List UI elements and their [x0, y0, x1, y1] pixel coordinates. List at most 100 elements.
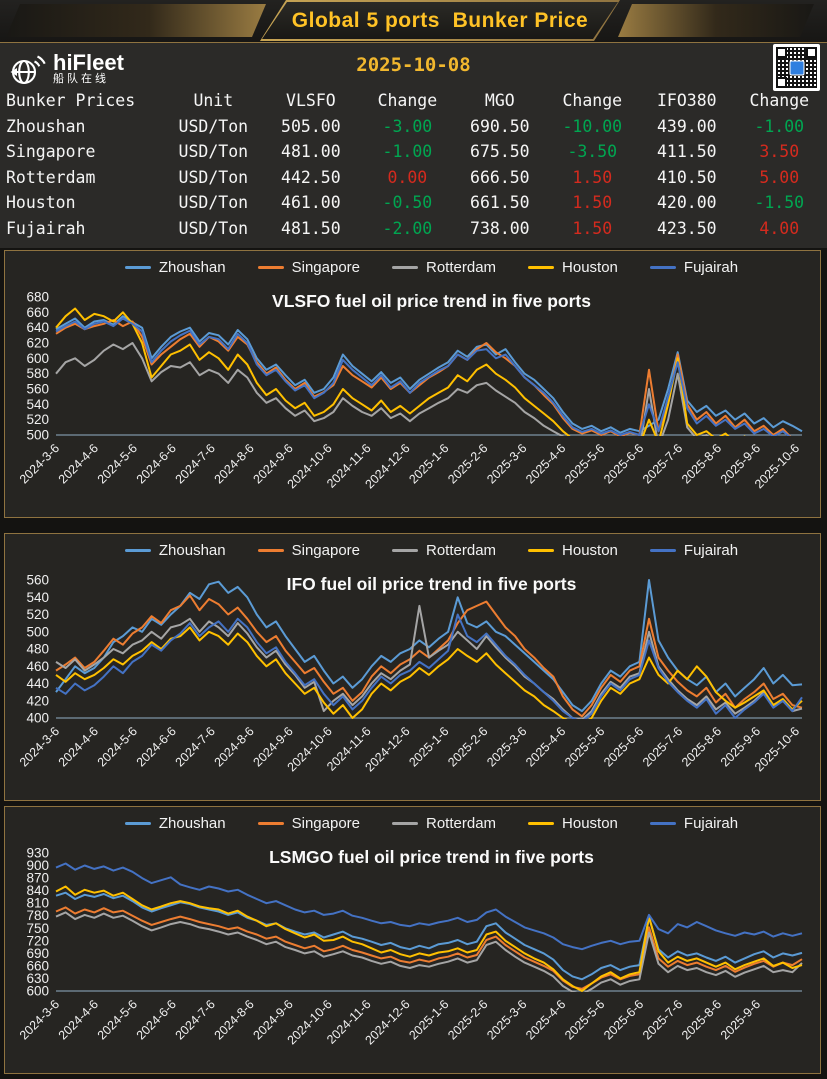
x-axis-tick-label: 2025-1-6 — [406, 997, 451, 1042]
legend-item-zhoushan: Zhoushan — [124, 259, 226, 276]
series-line-houston — [55, 626, 803, 719]
ifo-chart-title: IFO fuel oil price trend in five ports — [286, 574, 577, 594]
legend-item-rotterdam: Rotterdam — [392, 259, 496, 276]
price-value: USD/Ton — [178, 218, 249, 238]
legend-item-singapore: Singapore — [257, 815, 360, 832]
price-value: 738.00 — [470, 218, 530, 238]
legend-item-fujairah: Fujairah — [649, 815, 739, 832]
qr-finder-bottom-left — [776, 77, 787, 88]
x-axis-tick-label: 2024-7-6 — [173, 441, 218, 486]
x-axis-tick-label: 2024-6-6 — [134, 441, 179, 486]
legend-item-fujairah: Fujairah — [649, 259, 739, 276]
y-axis-tick-label: 630 — [26, 971, 49, 986]
y-axis-tick-label: 400 — [26, 711, 49, 726]
change-value: -0.50 — [382, 193, 433, 213]
price-value: USD/Ton — [178, 193, 249, 213]
legend-swatch — [257, 265, 284, 270]
column-header: Bunker Prices — [6, 91, 136, 111]
change-value: -1.00 — [382, 142, 433, 162]
x-axis-tick-label: 2024-5-6 — [95, 997, 140, 1042]
column-header: MGO — [484, 91, 515, 111]
change-value: -3.00 — [382, 116, 433, 136]
legend-label: Fujairah — [683, 542, 739, 559]
table-row: Singapore USD/Ton 481.00 -1.00 675.50 -3.50 41… — [4, 139, 823, 165]
ifo-chart-panel: Zhoushan Singapore Rotterdam Houston Fujaira… — [4, 533, 821, 801]
y-axis-tick-label: 780 — [26, 908, 49, 923]
x-axis-tick-label: 2025-7-6 — [640, 997, 685, 1042]
legend-item-fujairah: Fujairah — [649, 542, 739, 559]
column-header: Change — [377, 91, 438, 111]
y-axis-tick-label: 420 — [26, 693, 49, 708]
header-banner: Global 5 ports Bunker Price — [0, 0, 827, 43]
x-axis-tick-label: 2024-4-6 — [56, 441, 101, 486]
x-axis-tick-label: 2025-3-6 — [484, 441, 529, 486]
x-axis-tick-label: 2025-3-6 — [484, 997, 529, 1042]
legend-label: Singapore — [291, 259, 360, 276]
x-axis-tick-label: 2024-4-6 — [56, 724, 101, 769]
y-axis-tick-label: 900 — [26, 858, 49, 873]
column-header: IFO380 — [656, 91, 717, 111]
price-value: 666.50 — [470, 167, 530, 187]
x-axis-tick-label: 2024-4-6 — [56, 997, 101, 1042]
y-axis-tick-label: 540 — [26, 397, 49, 412]
banner-right-decoration — [618, 4, 814, 37]
x-axis-tick-label: 2024-8-6 — [212, 724, 257, 769]
y-axis-tick-label: 500 — [26, 624, 49, 639]
legend-label: Fujairah — [683, 815, 739, 832]
legend-swatch — [392, 821, 418, 826]
legend-swatch — [528, 265, 555, 270]
legend-label: Rotterdam — [426, 542, 497, 559]
x-axis-tick-label: 2024-6-6 — [134, 724, 179, 769]
vlsfo-chart-panel: Zhoushan Singapore Rotterdam Houston Fujaira… — [4, 250, 821, 518]
x-axis-tick-label: 2025-2-6 — [445, 997, 490, 1042]
port-name: Fujairah — [6, 218, 86, 238]
y-axis-tick-label: 560 — [26, 573, 49, 588]
legend-label: Zhoushan — [158, 815, 226, 832]
price-value: 410.50 — [656, 167, 717, 187]
column-header: Change — [749, 91, 810, 111]
x-axis-tick-label: 2025-4-6 — [523, 997, 568, 1042]
x-axis-tick-label: 2024-3-6 — [17, 997, 62, 1042]
x-axis-tick-label: 2025-1-6 — [406, 441, 451, 486]
table-row: Rotterdam USD/Ton 442.50 0.00 666.50 1.50 410.… — [4, 165, 823, 191]
bunker-price-table: Bunker Prices Unit VLSFO Change MGO Change IFO… — [4, 88, 823, 241]
change-value: -3.50 — [567, 142, 618, 162]
x-axis-tick-label: 2025-4-6 — [523, 441, 568, 486]
x-axis-tick-label: 2025-2-6 — [445, 441, 490, 486]
legend-label: Zhoushan — [158, 542, 226, 559]
series-line-rotterdam — [55, 911, 803, 992]
port-name: Houston — [6, 193, 76, 213]
legend-swatch — [257, 821, 284, 826]
banner-title-plate: Global 5 ports Bunker Price — [260, 0, 620, 41]
brand-logo: hiFleet 船队在线 — [8, 48, 124, 90]
column-header: VLSFO — [286, 91, 336, 111]
vlsfo-chart-title: VLSFO fuel oil price trend in five ports — [272, 291, 591, 311]
change-value: 3.50 — [759, 142, 800, 162]
qr-finder-top-right — [806, 47, 817, 58]
legend-label: Fujairah — [683, 259, 739, 276]
change-value: -1.00 — [754, 116, 805, 136]
ifo-chart-legend: Zhoushan Singapore Rotterdam Houston Fujaira… — [55, 542, 808, 559]
brand-name: hiFleet — [53, 50, 124, 75]
x-axis-tick-label: 2025-2-6 — [445, 724, 490, 769]
price-value: USD/Ton — [178, 142, 249, 162]
legend-swatch — [392, 548, 418, 553]
series-line-houston — [55, 885, 803, 992]
legend-swatch — [528, 821, 555, 826]
legend-swatch — [124, 548, 151, 553]
column-header: Change — [562, 91, 623, 111]
y-axis-tick-label: 660 — [26, 305, 49, 320]
port-name: Singapore — [6, 142, 96, 162]
price-value: 442.50 — [281, 167, 341, 187]
change-value: -10.00 — [562, 116, 623, 136]
x-axis-tick-label: 2024-8-6 — [212, 441, 257, 486]
legend-label: Rotterdam — [426, 815, 497, 832]
legend-item-singapore: Singapore — [257, 542, 360, 559]
port-name: Rotterdam — [6, 167, 96, 187]
legend-swatch — [528, 548, 555, 553]
report-date: 2025-10-08 — [356, 54, 471, 76]
hifleet-globe-icon — [10, 55, 46, 85]
table-row: Fujairah USD/Ton 481.50 -2.00 738.00 1.50 423.… — [4, 216, 823, 242]
legend-item-singapore: Singapore — [257, 259, 360, 276]
x-axis-tick-label: 2025-8-6 — [679, 724, 724, 769]
